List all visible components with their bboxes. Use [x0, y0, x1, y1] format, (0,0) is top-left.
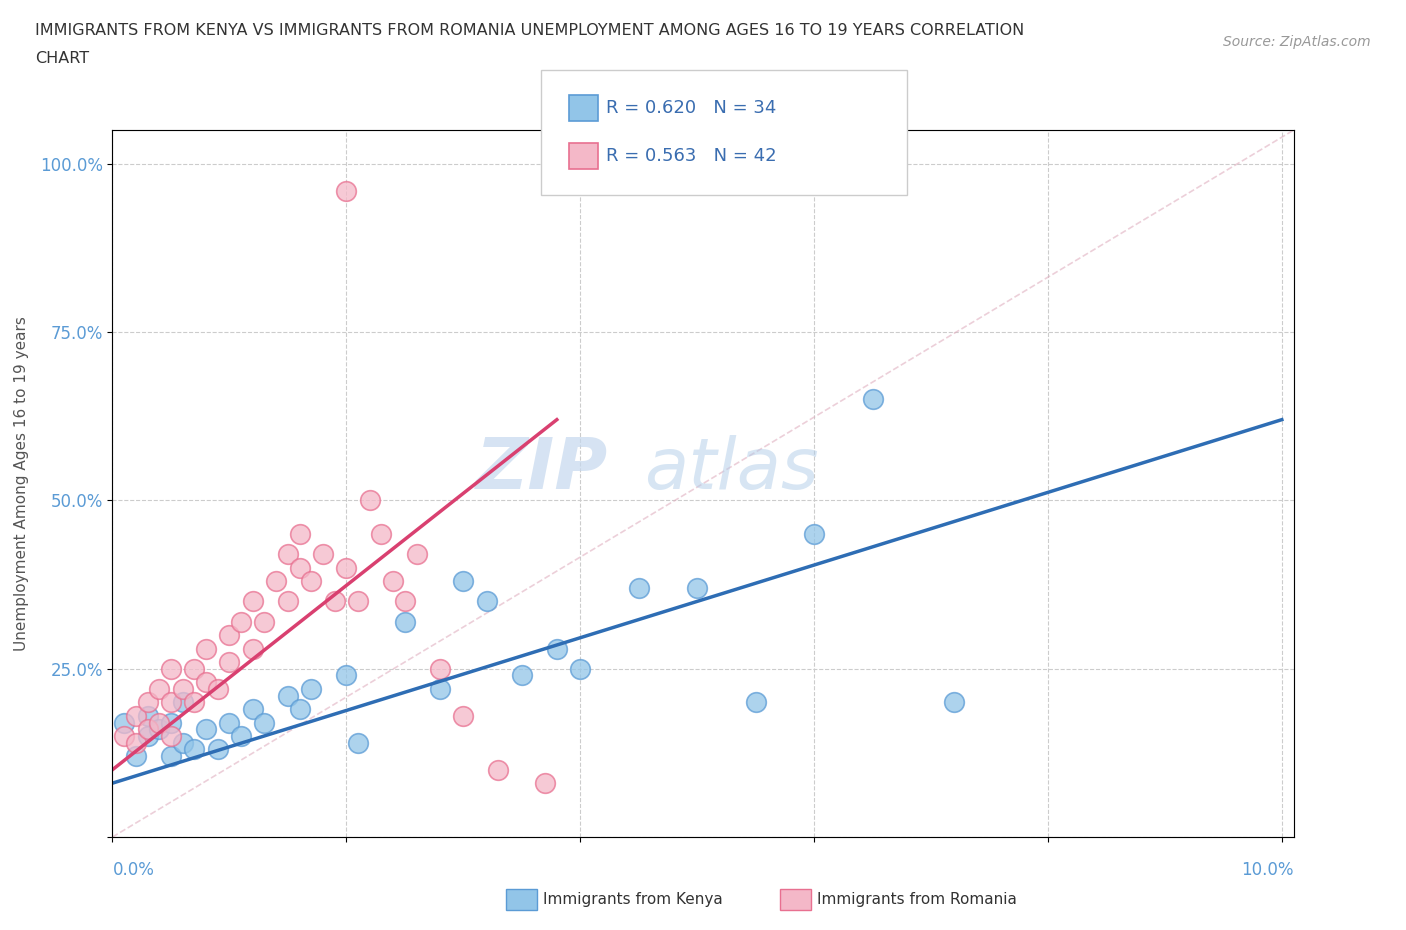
- Point: [453, 574, 475, 589]
- Point: [112, 728, 135, 743]
- Text: ZIP: ZIP: [477, 435, 609, 504]
- Point: [382, 574, 405, 589]
- Point: [288, 526, 311, 541]
- Point: [183, 695, 205, 710]
- Point: [160, 728, 183, 743]
- Point: [183, 661, 205, 676]
- Point: [394, 594, 416, 609]
- Text: Source: ZipAtlas.com: Source: ZipAtlas.com: [1223, 35, 1371, 49]
- Point: [486, 763, 509, 777]
- Point: [288, 701, 311, 716]
- Point: [229, 614, 252, 629]
- Point: [148, 722, 170, 737]
- Point: [218, 628, 240, 643]
- Point: [370, 526, 392, 541]
- Point: [299, 574, 322, 589]
- Point: [136, 695, 159, 710]
- Point: [172, 736, 194, 751]
- Point: [195, 641, 218, 656]
- Point: [569, 661, 592, 676]
- Point: [125, 709, 148, 724]
- Point: [160, 715, 183, 730]
- Point: [160, 749, 183, 764]
- Point: [453, 709, 475, 724]
- Point: [242, 594, 264, 609]
- Point: [288, 560, 311, 575]
- Text: 10.0%: 10.0%: [1241, 860, 1294, 879]
- Point: [136, 722, 159, 737]
- Point: [242, 641, 264, 656]
- Point: [264, 574, 287, 589]
- Point: [277, 688, 299, 703]
- Point: [510, 668, 533, 683]
- Text: 0.0%: 0.0%: [112, 860, 155, 879]
- Text: R = 0.620   N = 34: R = 0.620 N = 34: [606, 99, 776, 117]
- Point: [335, 668, 357, 683]
- Point: [125, 736, 148, 751]
- Point: [862, 392, 884, 407]
- Point: [136, 728, 159, 743]
- Text: IMMIGRANTS FROM KENYA VS IMMIGRANTS FROM ROMANIA UNEMPLOYMENT AMONG AGES 16 TO 1: IMMIGRANTS FROM KENYA VS IMMIGRANTS FROM…: [35, 23, 1025, 38]
- Point: [172, 682, 194, 697]
- Text: R = 0.563   N = 42: R = 0.563 N = 42: [606, 147, 776, 166]
- Text: Immigrants from Romania: Immigrants from Romania: [817, 892, 1017, 907]
- Point: [803, 526, 825, 541]
- Point: [136, 709, 159, 724]
- Point: [546, 641, 568, 656]
- Point: [253, 715, 276, 730]
- Point: [207, 742, 229, 757]
- Point: [347, 594, 370, 609]
- Point: [405, 547, 427, 562]
- Point: [534, 776, 557, 790]
- Point: [195, 675, 218, 690]
- Text: CHART: CHART: [35, 51, 89, 66]
- Point: [125, 749, 148, 764]
- Point: [148, 682, 170, 697]
- Point: [943, 695, 966, 710]
- Point: [323, 594, 346, 609]
- Text: atlas: atlas: [644, 435, 818, 504]
- Point: [112, 715, 135, 730]
- Point: [312, 547, 335, 562]
- Point: [229, 728, 252, 743]
- Point: [359, 493, 381, 508]
- Point: [429, 682, 451, 697]
- Point: [335, 560, 357, 575]
- Point: [242, 701, 264, 716]
- Point: [218, 715, 240, 730]
- Y-axis label: Unemployment Among Ages 16 to 19 years: Unemployment Among Ages 16 to 19 years: [14, 316, 28, 651]
- Point: [218, 655, 240, 670]
- Point: [277, 547, 299, 562]
- Point: [627, 580, 650, 595]
- Point: [183, 742, 205, 757]
- Point: [148, 715, 170, 730]
- Point: [475, 594, 498, 609]
- Text: Immigrants from Kenya: Immigrants from Kenya: [543, 892, 723, 907]
- Point: [195, 722, 218, 737]
- Point: [253, 614, 276, 629]
- Point: [160, 661, 183, 676]
- Point: [394, 614, 416, 629]
- Point: [347, 736, 370, 751]
- Point: [744, 695, 766, 710]
- Point: [299, 682, 322, 697]
- Point: [335, 183, 357, 198]
- Point: [429, 661, 451, 676]
- Point: [277, 594, 299, 609]
- Point: [207, 682, 229, 697]
- Point: [172, 695, 194, 710]
- Point: [160, 695, 183, 710]
- Point: [686, 580, 709, 595]
